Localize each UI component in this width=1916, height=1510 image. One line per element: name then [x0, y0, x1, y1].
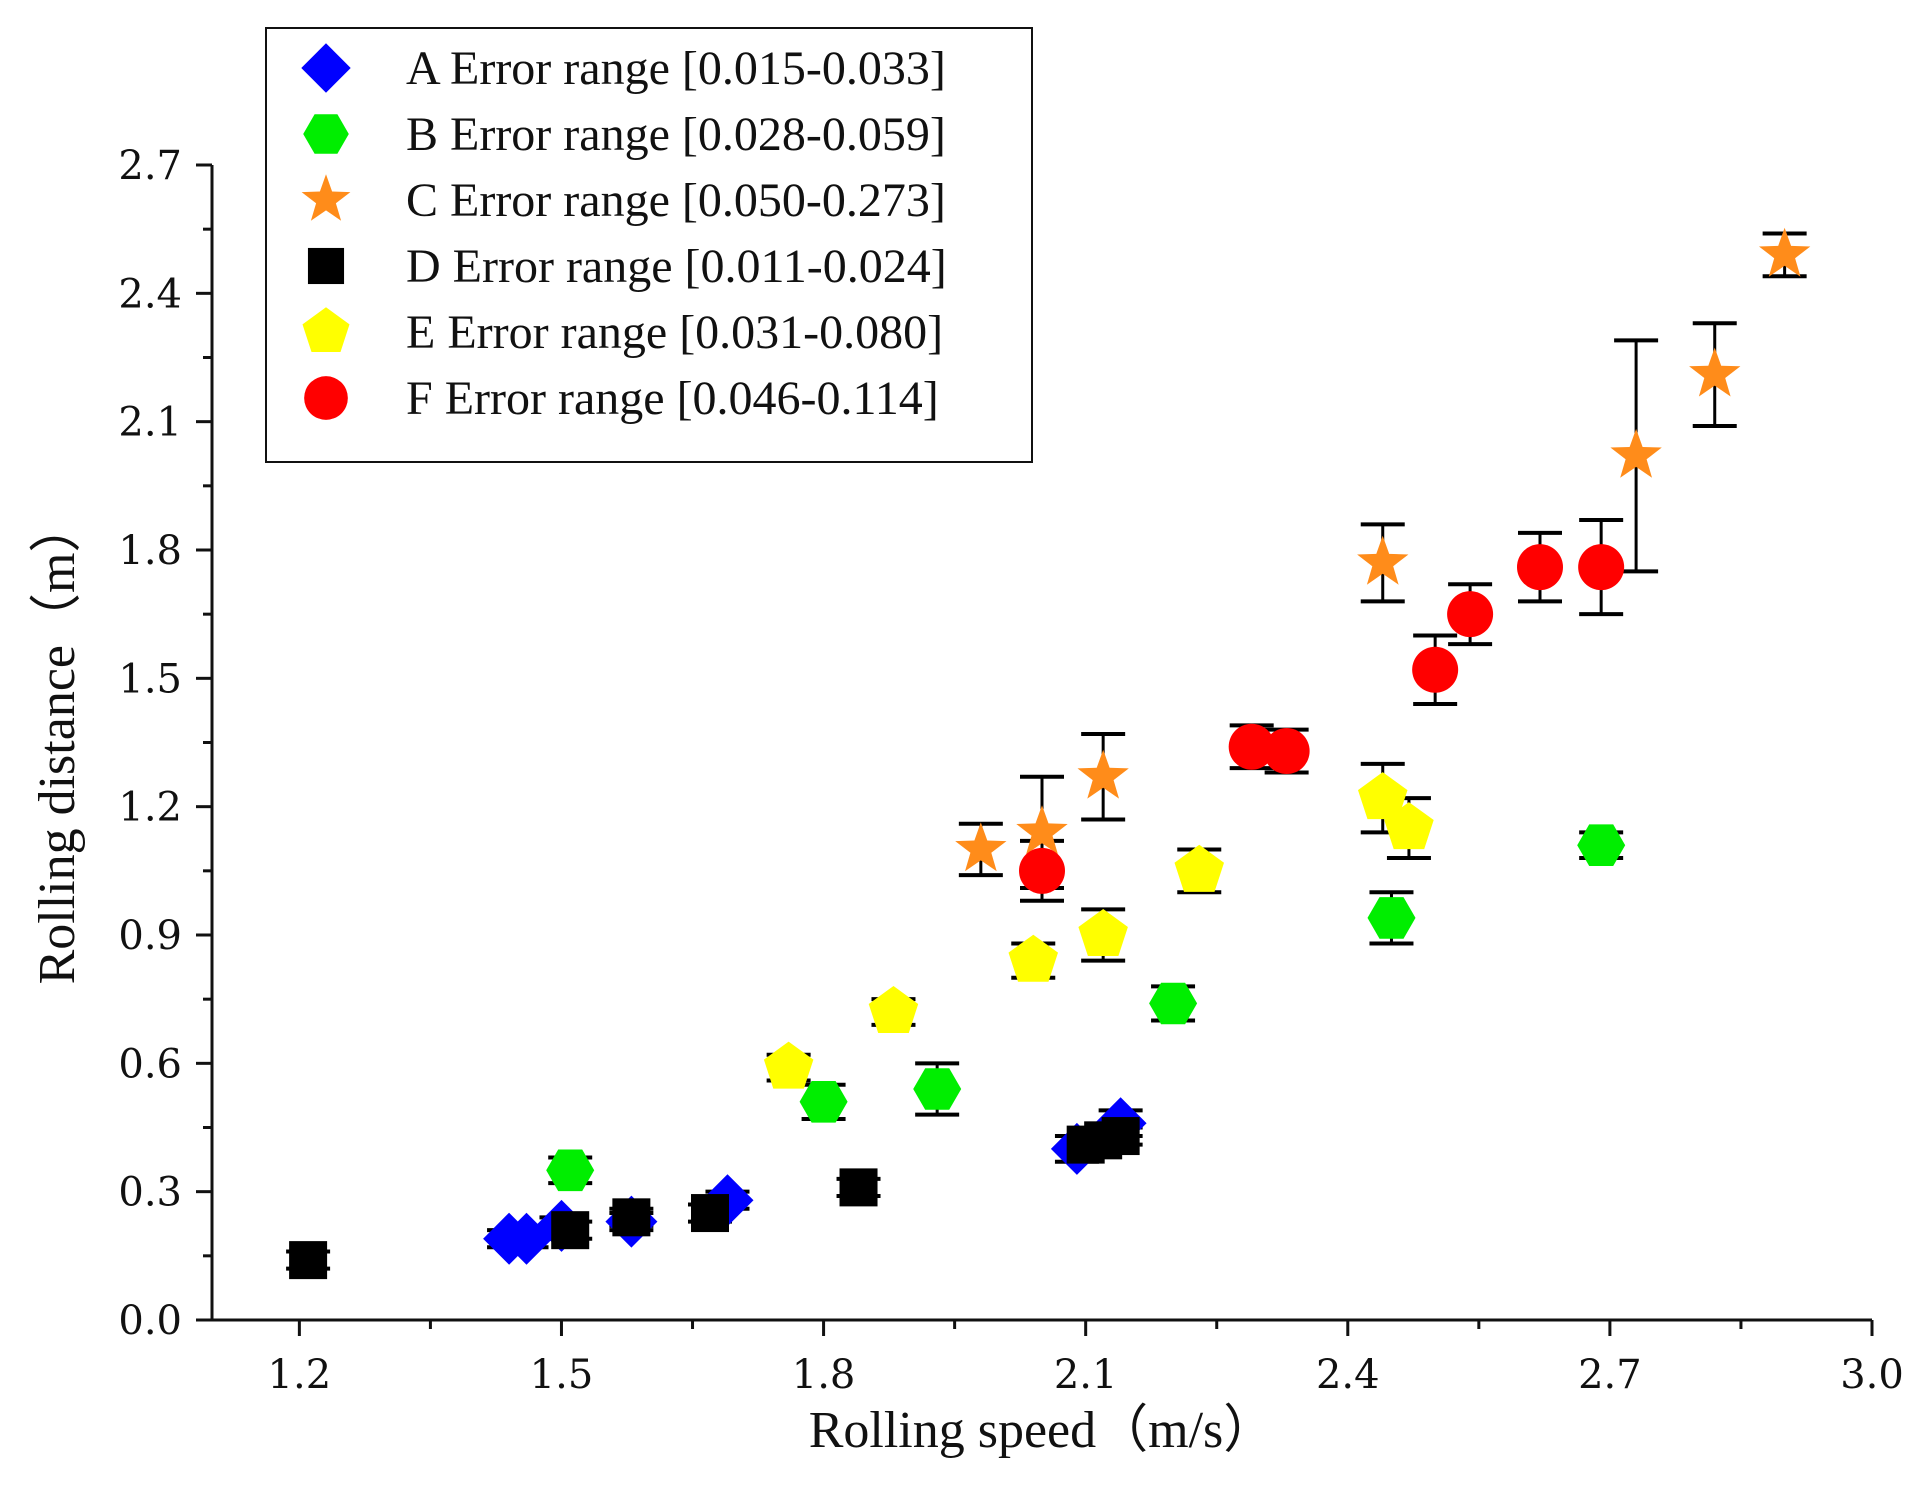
legend-label: A Error range [0.015-0.033]	[406, 42, 946, 95]
data-point-d	[289, 1241, 328, 1280]
data-point-d	[551, 1211, 590, 1250]
legend-label: C Error range [0.050-0.273]	[406, 174, 946, 227]
data-point-d	[612, 1198, 651, 1237]
data-point-d	[839, 1168, 878, 1207]
legend-marker-e	[302, 307, 350, 352]
data-point-c	[1357, 535, 1409, 585]
data-point-b	[1149, 982, 1198, 1025]
data-point-e	[1174, 844, 1224, 892]
x-tick-label: 1.2	[268, 1352, 332, 1398]
data-point-e	[1078, 909, 1128, 956]
data-point-f	[1019, 847, 1065, 894]
y-tick-label: 0.6	[118, 1041, 182, 1087]
y-axis-ticks: 0.0 0.3 0.6 0.9 1.2 1.5 1.8 2.1 2.4 2.7	[118, 143, 212, 1344]
legend-item-a: A Error range [0.015-0.033]	[301, 42, 946, 95]
data-point-e	[868, 986, 919, 1033]
data-point-c	[1610, 428, 1662, 478]
data-point-f	[1412, 646, 1459, 693]
y-axis-title: Rolling distance（m）	[29, 501, 86, 985]
y-tick-label: 2.1	[118, 400, 182, 446]
data-point-c	[1077, 749, 1129, 799]
data-point-f	[1517, 544, 1563, 591]
x-tick-label: 1.8	[792, 1352, 856, 1398]
legend-label: F Error range [0.046-0.114]	[406, 372, 939, 425]
data-point-f	[1447, 591, 1494, 638]
data-point-c	[1016, 805, 1068, 855]
legend: A Error range [0.015-0.033] B Error range…	[265, 27, 1033, 463]
data-point-b	[546, 1149, 595, 1192]
legend-item-c: C Error range [0.050-0.273]	[301, 174, 946, 227]
legend-label: D Error range [0.011-0.024]	[406, 240, 947, 293]
legend-item-d: D Error range [0.011-0.024]	[307, 240, 947, 293]
y-tick-label: 0.0	[118, 1298, 182, 1344]
x-tick-label: 2.1	[1054, 1352, 1118, 1398]
data-point-b	[1577, 824, 1626, 866]
x-axis-ticks: 1.2 1.5 1.8 2.1 2.4 2.7 3.0	[268, 1320, 1904, 1398]
data-point-b	[1367, 897, 1416, 939]
legend-marker-b	[303, 114, 349, 154]
y-tick-label: 2.4	[118, 271, 182, 317]
data-point-d	[691, 1194, 729, 1233]
y-tick-label: 0.9	[118, 913, 182, 959]
x-tick-label: 2.7	[1578, 1352, 1642, 1398]
legend-marker-c	[301, 174, 351, 221]
data-point-f	[1228, 723, 1275, 770]
plot-area: 1.2 1.5 1.8 2.1 2.4 2.7 3.0 0.0 0.3 0.6 0.9 1.2 1.5…	[118, 143, 1903, 1398]
data-point-e	[1358, 772, 1408, 820]
legend-marker-d	[307, 247, 345, 285]
legend-item-e: E Error range [0.031-0.080]	[302, 306, 943, 359]
data-point-c	[1689, 347, 1741, 397]
legend-label: E Error range [0.031-0.080]	[406, 306, 943, 359]
data-point-b	[799, 1081, 848, 1123]
y-tick-label: 2.7	[118, 143, 182, 189]
data-point-f	[1578, 544, 1625, 591]
data-point-c	[1759, 227, 1811, 277]
x-axis-title: Rolling speed（m/s）	[809, 1402, 1276, 1459]
y-tick-label: 1.2	[118, 785, 182, 831]
data-point-f	[1263, 728, 1310, 775]
x-tick-label: 1.5	[530, 1352, 594, 1398]
data-point-e	[1384, 802, 1434, 850]
legend-marker-a	[301, 43, 351, 93]
x-tick-label: 2.4	[1316, 1352, 1380, 1398]
legend-label: B Error range [0.028-0.059]	[406, 108, 946, 161]
x-tick-label: 3.0	[1840, 1352, 1904, 1398]
y-tick-label: 0.3	[118, 1170, 182, 1216]
data-point-c	[955, 822, 1007, 872]
legend-item-f: F Error range [0.046-0.114]	[304, 372, 939, 425]
data-point-e	[763, 1041, 814, 1089]
legend-item-b: B Error range [0.028-0.059]	[303, 108, 946, 161]
y-tick-label: 1.8	[118, 528, 182, 574]
legend-marker-f	[304, 376, 348, 420]
data-point-e	[1008, 934, 1058, 982]
legend-items: A Error range [0.015-0.033] B Error range…	[301, 42, 947, 425]
y-tick-label: 1.5	[118, 656, 182, 702]
data-point-b	[913, 1068, 962, 1110]
data-point-d	[1101, 1117, 1140, 1156]
legend-box	[265, 27, 1033, 463]
data-points	[289, 227, 1811, 1280]
